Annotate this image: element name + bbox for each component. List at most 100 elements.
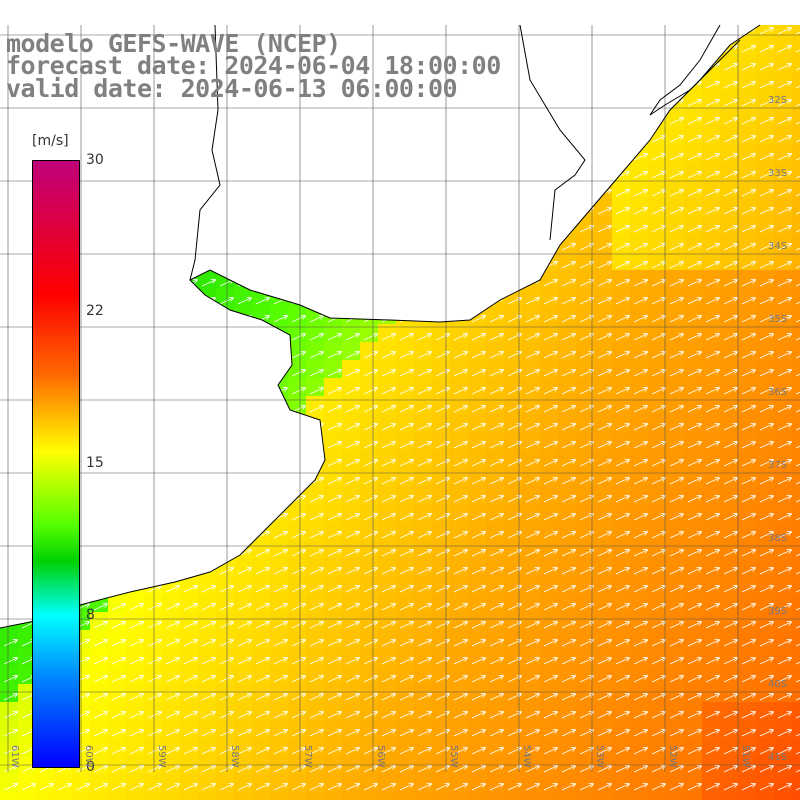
field-cell [792, 720, 800, 738]
wind-arrow [633, 298, 647, 305]
field-cell [342, 612, 360, 630]
field-cell [738, 612, 756, 630]
field-cell [432, 774, 450, 792]
wind-arrow [669, 352, 683, 359]
field-cell [414, 432, 432, 450]
field-cell [648, 450, 666, 468]
field-cell [360, 504, 378, 522]
field-cell [720, 612, 738, 630]
field-cell [396, 648, 414, 666]
wind-arrow [705, 136, 719, 143]
field-cell [612, 774, 630, 792]
field-cell [180, 684, 198, 702]
field-cell [522, 684, 540, 702]
wind-arrow [687, 244, 701, 251]
field-cell [450, 684, 468, 702]
field-cell [540, 738, 558, 756]
field-cell [648, 342, 666, 360]
wind-arrow [759, 370, 773, 377]
wind-arrow [471, 442, 485, 449]
field-cell [684, 270, 702, 288]
field-cell [522, 378, 540, 396]
wind-arrow [543, 442, 557, 449]
wind-arrow [651, 460, 665, 467]
field-cell [342, 486, 360, 504]
field-cell [594, 576, 612, 594]
wind-arrow [723, 370, 737, 377]
field-cell [576, 252, 594, 270]
field-cell [792, 792, 800, 800]
field-cell [378, 486, 396, 504]
field-cell [144, 612, 162, 630]
field-cell [450, 720, 468, 738]
wind-arrow [759, 82, 773, 89]
wind-arrow [723, 334, 737, 341]
wind-arrow [741, 352, 755, 359]
field-cell [738, 774, 756, 792]
field-cell [414, 684, 432, 702]
field-cell [432, 594, 450, 612]
wind-arrow [327, 496, 341, 503]
wind-arrow [291, 352, 305, 359]
wind-arrow [705, 442, 719, 449]
lon-label: 60W [83, 745, 94, 768]
field-cell [774, 432, 792, 450]
wind-arrow [327, 334, 341, 341]
field-cell [90, 630, 108, 648]
wind-arrow [723, 478, 737, 485]
field-cell [594, 522, 612, 540]
field-cell [216, 792, 234, 800]
field-cell [720, 432, 738, 450]
field-cell [576, 360, 594, 378]
field-cell [108, 630, 126, 648]
field-cell [666, 180, 684, 198]
field-cell [216, 594, 234, 612]
wind-arrow [615, 478, 629, 485]
field-cell [450, 774, 468, 792]
field-cell [108, 774, 126, 792]
field-cell [288, 720, 306, 738]
field-cell [684, 180, 702, 198]
field-cell [612, 378, 630, 396]
field-cell [792, 396, 800, 414]
field-cell [648, 612, 666, 630]
field-cell [666, 198, 684, 216]
field-cell [666, 306, 684, 324]
wind-arrow [237, 298, 251, 305]
wind-arrow [777, 190, 791, 197]
wind-arrow [705, 388, 719, 395]
wind-arrow [489, 334, 503, 341]
field-cell [558, 576, 576, 594]
field-cell [540, 396, 558, 414]
field-cell [684, 630, 702, 648]
field-cell [54, 774, 72, 792]
field-cell [450, 468, 468, 486]
field-cell [774, 54, 792, 72]
wind-arrow [345, 442, 359, 449]
field-cell [648, 180, 666, 198]
field-cell [630, 432, 648, 450]
field-cell [432, 378, 450, 396]
field-cell [270, 684, 288, 702]
field-cell [792, 360, 800, 378]
field-cell [108, 666, 126, 684]
wind-arrow [453, 334, 467, 341]
field-cell [612, 360, 630, 378]
wind-arrow [741, 154, 755, 161]
field-cell [396, 378, 414, 396]
wind-arrow [795, 315, 800, 323]
field-cell [432, 612, 450, 630]
field-cell [756, 288, 774, 306]
field-cell [738, 522, 756, 540]
field-cell [702, 252, 720, 270]
field-cell [540, 558, 558, 576]
field-cell [774, 486, 792, 504]
field-cell [738, 648, 756, 666]
wind-arrow [273, 316, 287, 323]
wind-arrow [651, 262, 665, 269]
field-cell [792, 504, 800, 522]
field-cell [360, 702, 378, 720]
wind-arrow [309, 406, 323, 413]
field-cell [486, 702, 504, 720]
wind-arrow [399, 460, 413, 467]
